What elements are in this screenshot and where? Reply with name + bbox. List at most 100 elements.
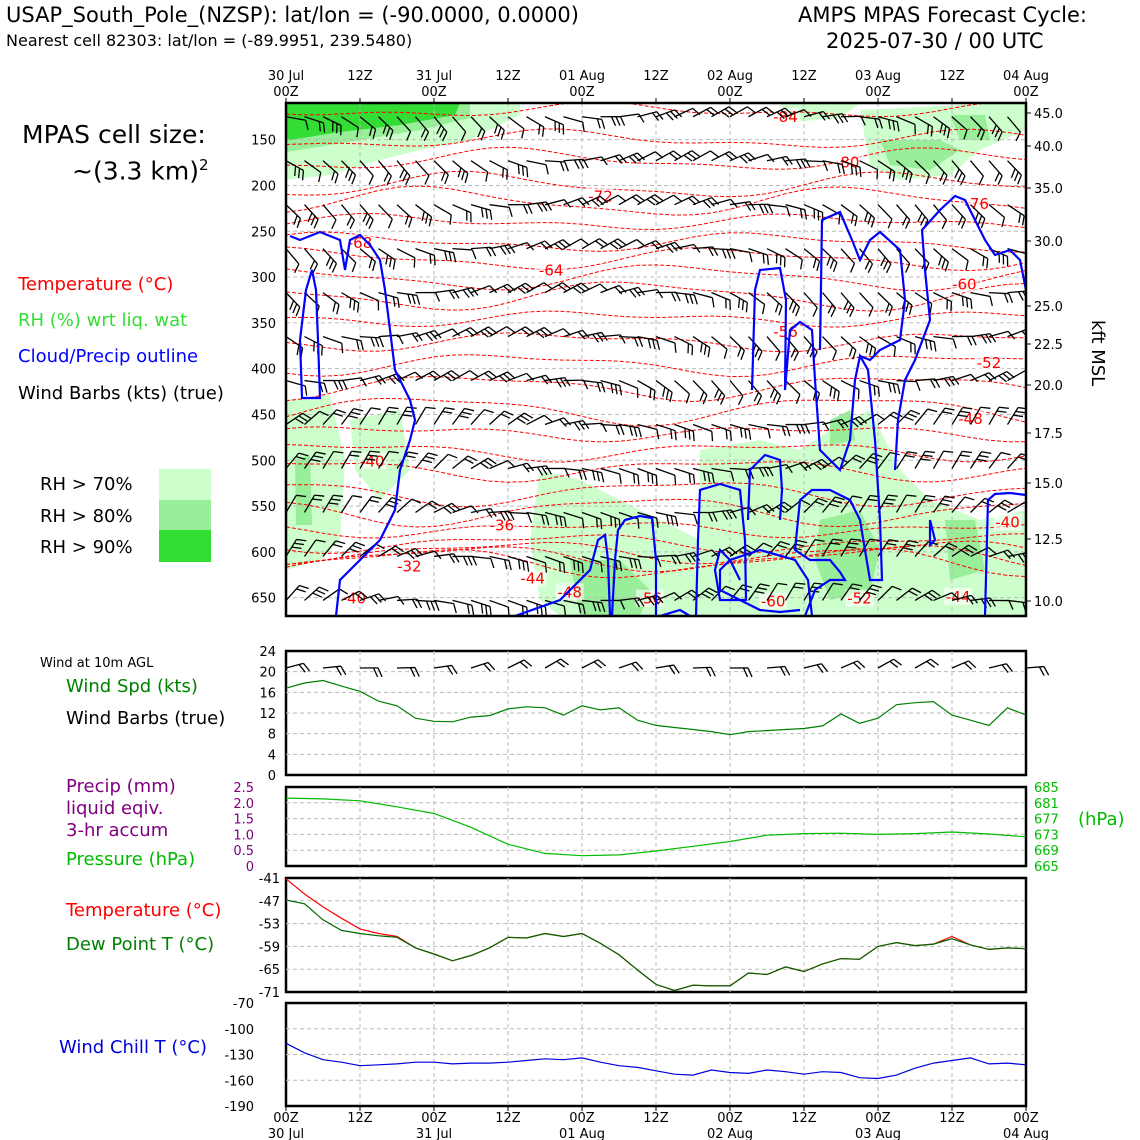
wind-barb bbox=[618, 423, 642, 438]
barb-flag bbox=[966, 297, 969, 308]
y-tick-kft: 17.5 bbox=[1034, 427, 1063, 442]
top-tick-lower: 00Z bbox=[421, 85, 447, 100]
barb-flag bbox=[707, 512, 714, 522]
temp-label-bg bbox=[944, 587, 973, 605]
barb-flag bbox=[544, 562, 547, 573]
barb-flag bbox=[442, 410, 453, 414]
wind-barb bbox=[286, 379, 308, 396]
barb-staff bbox=[896, 248, 911, 265]
barb-staff bbox=[359, 292, 379, 302]
wind-barb bbox=[637, 467, 658, 486]
barb-flag bbox=[849, 263, 856, 273]
wind-barb bbox=[1007, 204, 1025, 226]
barb-staff bbox=[840, 248, 855, 264]
barb-flag bbox=[360, 340, 364, 351]
barb-flag bbox=[957, 172, 963, 182]
wind-barb bbox=[692, 106, 719, 118]
barb-staff bbox=[711, 509, 732, 514]
barb-flag bbox=[988, 372, 997, 380]
barb-flag bbox=[816, 664, 824, 674]
barb-flag bbox=[319, 586, 329, 592]
barb-flag bbox=[358, 590, 368, 598]
barb-flag bbox=[1005, 663, 1014, 673]
barb-flag bbox=[740, 350, 745, 360]
barb-flag bbox=[635, 661, 644, 670]
main-frame bbox=[284, 101, 1028, 618]
barb-staff bbox=[785, 108, 805, 118]
barb-flag bbox=[423, 131, 430, 142]
barb-flag bbox=[1006, 256, 1009, 267]
barb-flag bbox=[302, 412, 312, 420]
barb-flag bbox=[408, 451, 419, 455]
temp-label-bg bbox=[395, 557, 424, 575]
barb-staff bbox=[1025, 554, 1026, 558]
barb-flag bbox=[1040, 251, 1045, 260]
temp-contour-label: -48 bbox=[958, 410, 983, 428]
barb-staff bbox=[692, 291, 713, 299]
barb-flag bbox=[466, 604, 470, 614]
barb-flag bbox=[555, 515, 559, 525]
barb-flag bbox=[309, 260, 316, 270]
wind-barb bbox=[600, 379, 623, 396]
wind-barb bbox=[359, 335, 384, 348]
barb-staff bbox=[637, 288, 658, 294]
barb-flag bbox=[1044, 503, 1051, 513]
barb-flag bbox=[596, 118, 601, 129]
wind-barb bbox=[544, 555, 566, 574]
barb-flag bbox=[467, 455, 478, 462]
barb-flag bbox=[970, 299, 973, 309]
barb-flag bbox=[619, 561, 623, 572]
barb-flag bbox=[489, 606, 492, 616]
barb-staff bbox=[359, 335, 381, 339]
temp-contour-label: -32 bbox=[397, 558, 422, 576]
temp-contour-line bbox=[286, 128, 1026, 148]
barb-flag bbox=[777, 544, 787, 549]
barb-flag bbox=[629, 558, 633, 568]
barb-flag bbox=[339, 588, 349, 595]
wind-barb bbox=[859, 292, 874, 317]
barb-staff bbox=[526, 374, 546, 382]
barb-flag bbox=[865, 343, 869, 353]
wind-barb bbox=[914, 248, 930, 273]
barb-flag bbox=[714, 388, 720, 399]
barb-flag bbox=[460, 131, 467, 142]
wind-barb bbox=[341, 377, 368, 387]
barb-flag bbox=[406, 551, 415, 560]
wind-barb bbox=[655, 380, 673, 403]
barb-staff bbox=[655, 241, 676, 250]
barb-flag bbox=[920, 216, 926, 226]
wind-barb bbox=[396, 160, 411, 186]
panel-y-tick: 677 bbox=[1034, 813, 1059, 828]
wind-barb bbox=[969, 451, 992, 469]
wind-barb bbox=[303, 539, 326, 557]
wind-barb bbox=[766, 336, 781, 361]
barb-flag bbox=[941, 219, 948, 230]
barb-staff bbox=[914, 495, 927, 513]
barb-flag bbox=[887, 218, 893, 229]
bottom-tick-upper: 00Z bbox=[569, 1111, 595, 1126]
barb-staff bbox=[877, 336, 896, 348]
barb-flag bbox=[766, 254, 770, 265]
barb-flag bbox=[387, 218, 393, 229]
barb-staff bbox=[563, 511, 583, 520]
temp-contour-label: -36 bbox=[490, 516, 515, 534]
wind-barb bbox=[470, 285, 498, 294]
barb-flag bbox=[1008, 293, 1014, 304]
barb-staff bbox=[618, 423, 639, 429]
barb-flag bbox=[340, 125, 342, 136]
wind-barb bbox=[415, 370, 442, 382]
wind-barb bbox=[359, 160, 374, 185]
barb-flag bbox=[424, 175, 430, 185]
barb-flag bbox=[342, 380, 348, 390]
barb-flag bbox=[870, 217, 876, 228]
panel-y-tick: -59 bbox=[259, 940, 280, 955]
wind-barb bbox=[322, 450, 344, 469]
barb-flag bbox=[405, 455, 416, 459]
barb-flag bbox=[901, 167, 906, 178]
barb-flag bbox=[915, 381, 921, 392]
barb-flag bbox=[637, 286, 646, 296]
barb-staff bbox=[618, 379, 638, 389]
barb-flag bbox=[1046, 555, 1050, 564]
barb-flag bbox=[480, 462, 489, 469]
wind-barb bbox=[988, 599, 1014, 610]
